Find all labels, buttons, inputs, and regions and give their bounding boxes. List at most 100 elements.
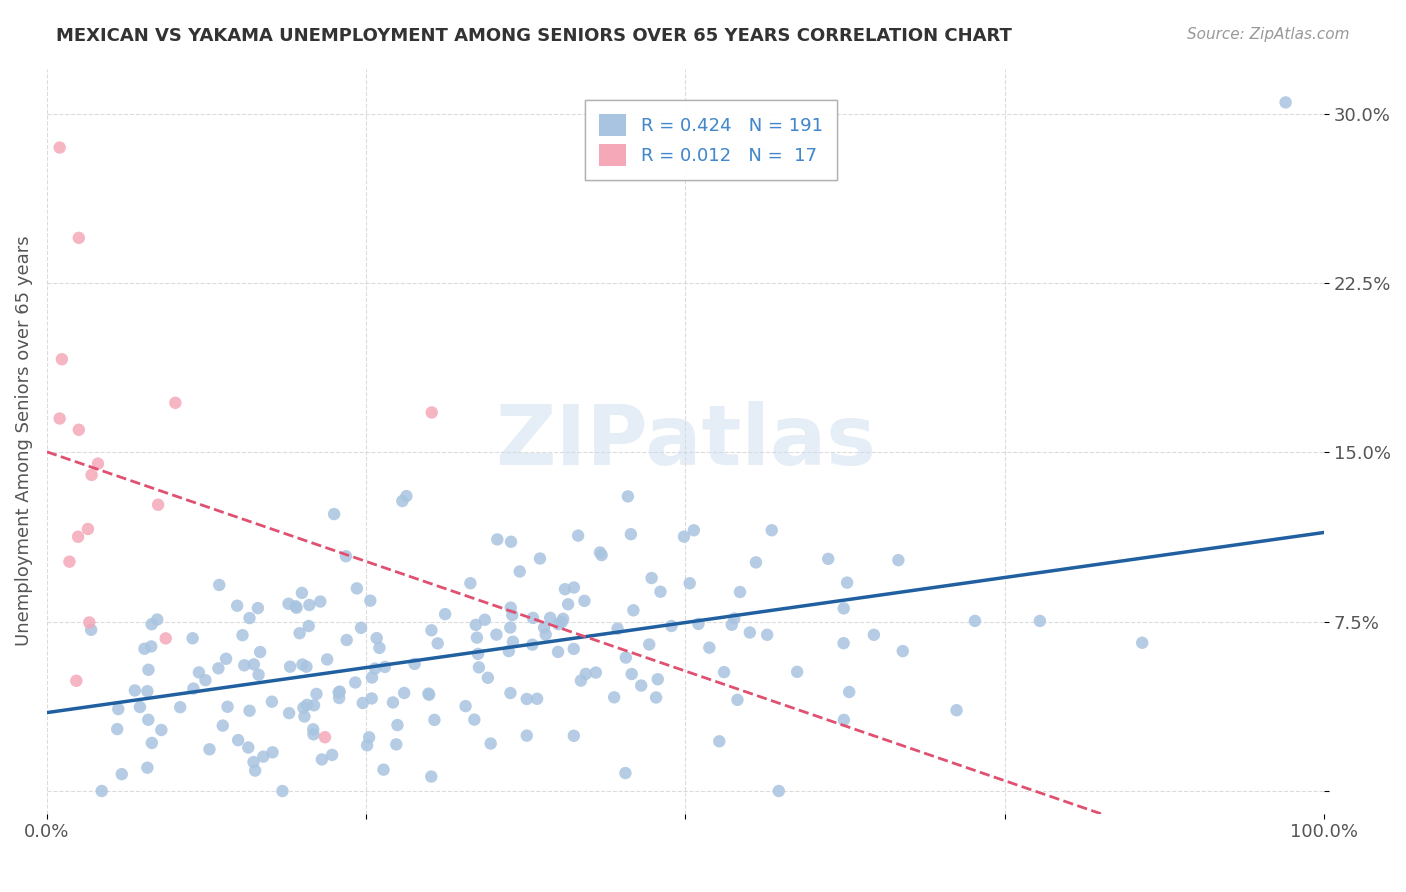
Point [832,601,855,615]
Point [891,644,914,658]
Point [291,657,314,672]
Point [48,140,70,154]
Point [575,666,598,681]
Point [499,621,522,635]
Point [242,755,264,769]
Point [682,523,704,537]
Point [817,552,839,566]
Point [1029,614,1052,628]
Point [364,662,387,676]
Point [328,685,350,699]
Point [271,784,294,798]
Point [316,652,339,666]
Point [141,640,163,654]
Point [501,608,523,623]
Point [606,622,628,636]
Point [366,631,388,645]
Point [328,691,350,706]
Point [650,584,672,599]
Point [285,600,308,615]
Point [832,713,855,727]
Point [183,681,205,696]
Point [381,695,404,709]
Point [477,671,499,685]
Point [105,722,128,736]
Point [720,617,742,632]
Point [709,734,731,748]
Text: Source: ZipAtlas.com: Source: ZipAtlas.com [1187,27,1350,42]
Point [385,738,408,752]
Point [352,696,374,710]
Point [278,659,301,673]
Point [728,585,751,599]
Point [603,690,626,705]
Point [551,615,574,629]
Text: ZIPatlas: ZIPatlas [495,401,876,482]
Point [243,764,266,778]
Point [368,640,391,655]
Point [963,614,986,628]
Point [217,699,239,714]
Point [356,739,378,753]
Point [181,632,204,646]
Point [359,731,381,745]
Point [547,645,569,659]
Point [468,660,491,674]
Point [768,784,790,798]
Point [620,667,643,681]
Point [187,665,209,680]
Point [463,713,485,727]
Point [51,352,73,367]
Point [392,686,415,700]
Point [294,709,316,723]
Point [344,675,367,690]
Point [614,650,637,665]
Point [640,571,662,585]
Point [359,593,381,607]
Point [374,660,396,674]
Point [661,619,683,633]
Point [887,553,910,567]
Point [499,534,522,549]
Point [591,548,613,562]
Point [838,685,860,699]
Point [786,665,808,679]
Point [134,641,156,656]
Point [756,628,779,642]
Point [467,647,489,661]
Point [360,691,382,706]
Point [288,626,311,640]
Point [314,730,336,744]
Point [516,729,538,743]
Point [335,549,357,564]
Point [208,578,231,592]
Point [638,637,661,651]
Point [426,636,449,650]
Point [136,761,159,775]
Point [249,645,271,659]
Point [423,713,446,727]
Point [150,723,173,737]
Point [498,644,520,658]
Point [547,617,569,632]
Legend: R = 0.424   N = 191, R = 0.012   N =  17: R = 0.424 N = 191, R = 0.012 N = 17 [585,100,837,180]
Point [464,618,486,632]
Point [278,706,301,720]
Point [77,522,100,536]
Point [420,770,443,784]
Point [522,638,544,652]
Point [621,603,644,617]
Point [863,628,886,642]
Point [79,615,101,630]
Point [945,703,967,717]
Point [679,576,702,591]
Point [124,683,146,698]
Point [262,745,284,759]
Point [329,684,352,698]
Point [1274,95,1296,110]
Text: MEXICAN VS YAKAMA UNEMPLOYMENT AMONG SENIORS OVER 65 YEARS CORRELATION CHART: MEXICAN VS YAKAMA UNEMPLOYMENT AMONG SEN… [56,27,1012,45]
Point [614,766,637,780]
Point [67,231,90,245]
Point [460,576,482,591]
Point [434,607,457,621]
